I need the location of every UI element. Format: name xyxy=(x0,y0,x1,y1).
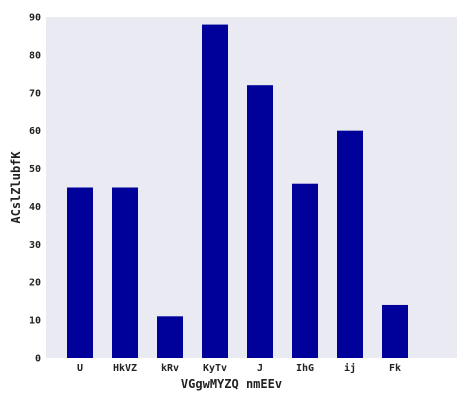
x-tick-labels: U HkVZ kRv KyTv J IhG ij Fk xyxy=(77,362,401,374)
x-tick-label: J xyxy=(257,363,263,374)
bar-U xyxy=(67,187,93,358)
y-tick-label: 60 xyxy=(29,126,41,137)
y-tick-labels: 0 10 20 30 40 50 60 70 80 90 xyxy=(29,13,41,365)
x-tick-label: U xyxy=(77,363,83,374)
x-axis-label: VGgwMYZQ nmEEv xyxy=(181,377,282,391)
y-tick-label: 50 xyxy=(29,164,41,175)
bars-group xyxy=(67,24,408,358)
y-tick-label: 70 xyxy=(29,88,41,99)
y-tick-label: 30 xyxy=(29,240,41,251)
bar-IhG xyxy=(292,183,318,358)
x-tick-label: IhG xyxy=(296,363,314,374)
x-tick-label: Fk xyxy=(389,363,401,374)
y-tick-label: 20 xyxy=(29,278,41,289)
bar-KyTv xyxy=(202,24,228,358)
y-tick-label: 80 xyxy=(29,50,41,61)
x-tick-label: ij xyxy=(344,362,356,374)
bar-ij xyxy=(337,130,363,358)
y-tick-label: 40 xyxy=(29,202,41,213)
bar-J xyxy=(247,85,273,358)
y-tick-label: 90 xyxy=(29,13,41,24)
bar-HkVZ xyxy=(112,187,138,358)
y-axis-label: ACslZlubfK xyxy=(9,151,23,224)
x-tick-label: HkVZ xyxy=(113,363,137,374)
x-tick-label: KyTv xyxy=(203,363,227,374)
x-tick-label: kRv xyxy=(161,363,179,374)
y-tick-label: 0 xyxy=(35,354,41,365)
y-tick-label: 10 xyxy=(29,316,41,327)
bar-kRv xyxy=(157,316,183,358)
bar-Fk xyxy=(382,304,408,358)
